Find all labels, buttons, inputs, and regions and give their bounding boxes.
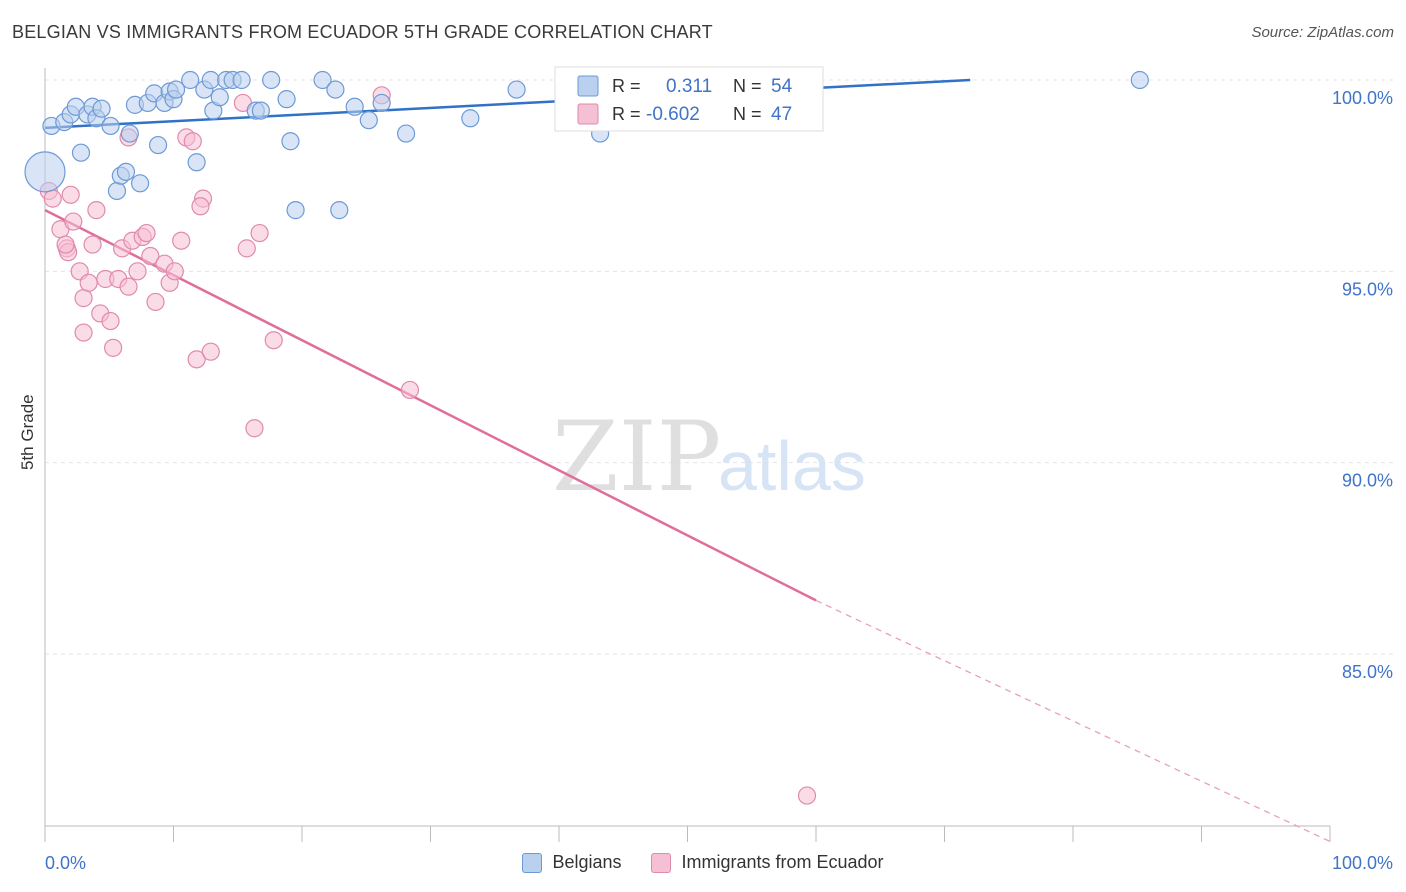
legend-item-belgians: Belgians bbox=[522, 852, 621, 873]
legend-top: R = 0.311 N = 54 R = -0.602 N = 47 bbox=[554, 66, 824, 132]
point-ecuador bbox=[797, 786, 817, 805]
legend-bottom: Belgians Immigrants from Ecuador bbox=[0, 852, 1406, 873]
point-belgians bbox=[461, 109, 480, 128]
point-belgians bbox=[116, 162, 136, 181]
watermark-atlas: atlas bbox=[718, 427, 866, 505]
legend-r-value-ecuador: -0.602 bbox=[646, 104, 700, 125]
trend-line-ecuador-extension bbox=[815, 599, 1331, 843]
point-ecuador bbox=[250, 223, 269, 243]
watermark: ZIP atlas bbox=[552, 401, 866, 513]
point-belgians bbox=[277, 90, 296, 109]
y-tick-label: 95.0% bbox=[1342, 279, 1393, 299]
legend-label-ecuador: Immigrants from Ecuador bbox=[681, 852, 884, 872]
point-ecuador bbox=[201, 342, 220, 361]
point-belgians bbox=[396, 124, 416, 143]
point-ecuador bbox=[87, 201, 106, 220]
y-tick-labels: 85.0% 90.0% 95.0% 100.0% bbox=[1332, 88, 1393, 682]
point-belgians bbox=[71, 143, 91, 162]
scatter-points bbox=[24, 70, 1149, 805]
point-belgians bbox=[345, 97, 364, 116]
point-ecuador bbox=[43, 189, 62, 208]
point-ecuador bbox=[172, 231, 191, 250]
legend-swatch-ecuador bbox=[577, 103, 599, 125]
point-belgians bbox=[251, 101, 270, 120]
point-belgians bbox=[166, 80, 186, 99]
point-belgians bbox=[130, 174, 150, 193]
point-ecuador bbox=[104, 338, 123, 357]
legend-item-ecuador: Immigrants from Ecuador bbox=[651, 852, 884, 873]
y-tick-label: 90.0% bbox=[1342, 471, 1393, 491]
point-belgians bbox=[232, 70, 251, 90]
legend-swatch-belgians-bottom bbox=[522, 852, 543, 873]
point-belgians bbox=[187, 153, 206, 172]
point-belgians bbox=[148, 135, 168, 155]
point-belgians bbox=[181, 70, 200, 90]
legend-n-value-belgians: 54 bbox=[771, 76, 793, 97]
point-ecuador bbox=[146, 292, 165, 312]
point-ecuador bbox=[79, 273, 98, 292]
legend-r-value-belgians: 0.311 bbox=[666, 76, 712, 97]
point-belgians bbox=[210, 88, 229, 107]
point-belgians bbox=[120, 124, 139, 143]
point-ecuador bbox=[187, 350, 206, 369]
point-belgians bbox=[313, 70, 332, 90]
watermark-zip: ZIP bbox=[552, 401, 721, 513]
point-belgians bbox=[330, 201, 349, 220]
point-ecuador bbox=[165, 262, 184, 281]
point-ecuador bbox=[119, 277, 138, 296]
point-belgians bbox=[262, 70, 281, 90]
point-ecuador bbox=[237, 239, 256, 258]
legend-n-label-2: N = bbox=[733, 104, 762, 124]
point-ecuador bbox=[64, 212, 83, 231]
point-belgians bbox=[201, 70, 220, 90]
y-tick-label: 85.0% bbox=[1342, 662, 1393, 682]
point-ecuador bbox=[128, 262, 147, 281]
point-ecuador bbox=[137, 223, 156, 243]
legend-swatch-belgians bbox=[577, 75, 599, 97]
y-tick-label: 100.0% bbox=[1332, 88, 1393, 108]
source-label: Source: ZipAtlas.com bbox=[1251, 24, 1394, 41]
point-ecuador bbox=[56, 235, 75, 254]
point-ecuador bbox=[183, 132, 202, 151]
point-belgians bbox=[359, 111, 378, 130]
x-tick-labels: 0.0% 100.0% bbox=[45, 853, 1393, 873]
legend-swatch-ecuador-bottom bbox=[651, 852, 672, 873]
point-belgians bbox=[507, 80, 526, 99]
point-belgians bbox=[92, 99, 111, 118]
point-belgians bbox=[372, 93, 391, 113]
x-tick-label-min: 0.0% bbox=[45, 853, 86, 873]
point-belgians bbox=[281, 132, 300, 151]
point-ecuador bbox=[245, 419, 264, 438]
legend-box bbox=[554, 66, 824, 132]
point-ecuador bbox=[61, 185, 80, 204]
point-belgians bbox=[107, 181, 127, 201]
legend-r-label: R = bbox=[612, 76, 641, 96]
point-ecuador bbox=[141, 246, 160, 266]
point-belgians bbox=[326, 80, 345, 99]
legend-n-value-ecuador: 47 bbox=[771, 104, 792, 125]
point-belgians bbox=[101, 116, 120, 136]
point-ecuador bbox=[101, 311, 120, 331]
point-ecuador bbox=[83, 235, 102, 254]
point-ecuador bbox=[264, 331, 283, 350]
grid-lines bbox=[45, 79, 1395, 655]
legend-r-label-2: R = bbox=[612, 104, 641, 124]
point-ecuador bbox=[74, 289, 93, 308]
point-ecuador bbox=[74, 323, 93, 342]
x-tick-label-max: 100.0% bbox=[1332, 853, 1393, 873]
point-belgians bbox=[1130, 70, 1149, 90]
y-axis-label: 5th Grade bbox=[18, 394, 37, 470]
point-belgians bbox=[286, 201, 305, 220]
legend-label-belgians: Belgians bbox=[552, 852, 622, 872]
legend-n-label: N = bbox=[733, 76, 762, 96]
point-ecuador bbox=[191, 197, 210, 216]
point-belgians bbox=[24, 151, 66, 193]
chart-title: BELGIAN VS IMMIGRANTS FROM ECUADOR 5TH G… bbox=[12, 22, 713, 42]
point-ecuador bbox=[400, 380, 420, 400]
